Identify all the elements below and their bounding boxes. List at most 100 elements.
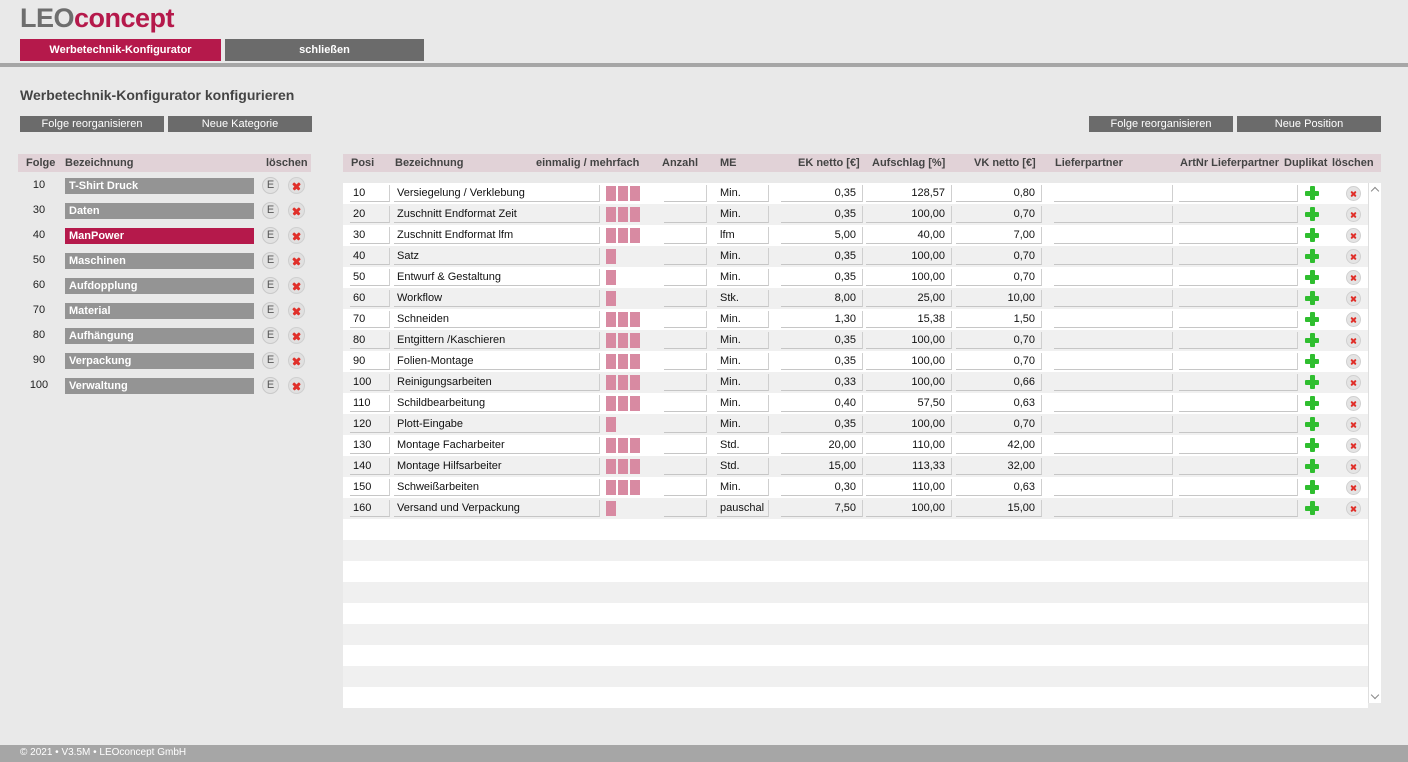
category-name-button[interactable]: Material xyxy=(65,303,254,319)
category-name-button[interactable]: T-Shirt Druck xyxy=(65,178,254,194)
bezeichnung-input[interactable]: Plott-Eingabe xyxy=(394,416,600,433)
delete-x-icon[interactable] xyxy=(1346,438,1361,453)
aufschlag-input[interactable]: 15,38 xyxy=(866,311,952,328)
edit-icon[interactable]: E xyxy=(262,252,279,269)
lieferpartner-input[interactable] xyxy=(1054,227,1173,244)
vk-netto-input[interactable]: 42,00 xyxy=(956,437,1042,454)
posi-input[interactable]: 60 xyxy=(350,290,390,307)
einmalig-mehrfach-marker[interactable] xyxy=(618,354,628,369)
aufschlag-input[interactable]: 100,00 xyxy=(866,206,952,223)
delete-x-icon[interactable] xyxy=(288,202,305,219)
ek-netto-input[interactable]: 0,30 xyxy=(781,479,863,496)
bezeichnung-input[interactable]: Satz xyxy=(394,248,600,265)
aufschlag-input[interactable]: 113,33 xyxy=(866,458,952,475)
vk-netto-input[interactable]: 0,70 xyxy=(956,416,1042,433)
edit-icon[interactable]: E xyxy=(262,227,279,244)
posi-input[interactable]: 90 xyxy=(350,353,390,370)
me-input[interactable]: Std. xyxy=(717,437,769,454)
einmalig-mehrfach-marker[interactable] xyxy=(606,375,616,390)
einmalig-mehrfach-marker[interactable] xyxy=(618,207,628,222)
aufschlag-input[interactable]: 110,00 xyxy=(866,437,952,454)
posi-input[interactable]: 130 xyxy=(350,437,390,454)
einmalig-mehrfach-marker[interactable] xyxy=(618,375,628,390)
edit-icon[interactable]: E xyxy=(262,277,279,294)
aufschlag-input[interactable]: 100,00 xyxy=(866,269,952,286)
einmalig-mehrfach-marker[interactable] xyxy=(606,438,616,453)
delete-x-icon[interactable] xyxy=(1346,333,1361,348)
plus-icon[interactable] xyxy=(1305,207,1319,221)
category-name-button[interactable]: Verpackung xyxy=(65,353,254,369)
einmalig-mehrfach-marker[interactable] xyxy=(618,228,628,243)
posi-input[interactable]: 100 xyxy=(350,374,390,391)
einmalig-mehrfach-marker[interactable] xyxy=(630,207,640,222)
lieferpartner-input[interactable] xyxy=(1054,311,1173,328)
category-name-button[interactable]: Daten xyxy=(65,203,254,219)
anzahl-input[interactable] xyxy=(664,437,707,454)
vk-netto-input[interactable]: 0,66 xyxy=(956,374,1042,391)
einmalig-mehrfach-marker[interactable] xyxy=(606,354,616,369)
einmalig-mehrfach-marker[interactable] xyxy=(618,396,628,411)
ek-netto-input[interactable]: 0,35 xyxy=(781,353,863,370)
ek-netto-input[interactable]: 0,35 xyxy=(781,185,863,202)
vk-netto-input[interactable]: 0,70 xyxy=(956,332,1042,349)
lieferpartner-input[interactable] xyxy=(1054,500,1173,517)
einmalig-mehrfach-marker[interactable] xyxy=(630,333,640,348)
artnr-lieferpartner-input[interactable] xyxy=(1179,353,1298,370)
plus-icon[interactable] xyxy=(1305,270,1319,284)
artnr-lieferpartner-input[interactable] xyxy=(1179,248,1298,265)
einmalig-mehrfach-marker[interactable] xyxy=(630,375,640,390)
vk-netto-input[interactable]: 0,63 xyxy=(956,395,1042,412)
einmalig-mehrfach-marker[interactable] xyxy=(606,417,616,432)
anzahl-input[interactable] xyxy=(664,458,707,475)
plus-icon[interactable] xyxy=(1305,375,1319,389)
einmalig-mehrfach-marker[interactable] xyxy=(606,270,616,285)
posi-input[interactable]: 50 xyxy=(350,269,390,286)
new-position-button[interactable]: Neue Position xyxy=(1237,116,1381,132)
einmalig-mehrfach-marker[interactable] xyxy=(606,186,616,201)
ek-netto-input[interactable]: 0,35 xyxy=(781,269,863,286)
anzahl-input[interactable] xyxy=(664,248,707,265)
category-name-button[interactable]: Maschinen xyxy=(65,253,254,269)
vk-netto-input[interactable]: 0,80 xyxy=(956,185,1042,202)
delete-x-icon[interactable] xyxy=(1346,501,1361,516)
einmalig-mehrfach-marker[interactable] xyxy=(606,459,616,474)
ek-netto-input[interactable]: 0,33 xyxy=(781,374,863,391)
delete-x-icon[interactable] xyxy=(288,277,305,294)
bezeichnung-input[interactable]: Reinigungsarbeiten xyxy=(394,374,600,391)
delete-x-icon[interactable] xyxy=(1346,312,1361,327)
einmalig-mehrfach-marker[interactable] xyxy=(606,249,616,264)
tab-werbetechnik-konfigurator[interactable]: Werbetechnik-Konfigurator xyxy=(20,39,221,61)
einmalig-mehrfach-marker[interactable] xyxy=(618,333,628,348)
plus-icon[interactable] xyxy=(1305,459,1319,473)
left-reorganize-button[interactable]: Folge reorganisieren xyxy=(20,116,164,132)
artnr-lieferpartner-input[interactable] xyxy=(1179,227,1298,244)
einmalig-mehrfach-marker[interactable] xyxy=(618,459,628,474)
ek-netto-input[interactable]: 0,35 xyxy=(781,248,863,265)
aufschlag-input[interactable]: 100,00 xyxy=(866,416,952,433)
vk-netto-input[interactable]: 0,70 xyxy=(956,269,1042,286)
lieferpartner-input[interactable] xyxy=(1054,248,1173,265)
artnr-lieferpartner-input[interactable] xyxy=(1179,269,1298,286)
plus-icon[interactable] xyxy=(1305,438,1319,452)
me-input[interactable]: Min. xyxy=(717,185,769,202)
bezeichnung-input[interactable]: Folien-Montage xyxy=(394,353,600,370)
lieferpartner-input[interactable] xyxy=(1054,290,1173,307)
vk-netto-input[interactable]: 0,70 xyxy=(956,353,1042,370)
edit-icon[interactable]: E xyxy=(262,377,279,394)
aufschlag-input[interactable]: 100,00 xyxy=(866,500,952,517)
artnr-lieferpartner-input[interactable] xyxy=(1179,458,1298,475)
bezeichnung-input[interactable]: Entwurf & Gestaltung xyxy=(394,269,600,286)
artnr-lieferpartner-input[interactable] xyxy=(1179,311,1298,328)
plus-icon[interactable] xyxy=(1305,501,1319,515)
delete-x-icon[interactable] xyxy=(1346,459,1361,474)
delete-x-icon[interactable] xyxy=(1346,249,1361,264)
artnr-lieferpartner-input[interactable] xyxy=(1179,332,1298,349)
aufschlag-input[interactable]: 128,57 xyxy=(866,185,952,202)
artnr-lieferpartner-input[interactable] xyxy=(1179,416,1298,433)
me-input[interactable]: Min. xyxy=(717,479,769,496)
me-input[interactable]: Min. xyxy=(717,206,769,223)
lieferpartner-input[interactable] xyxy=(1054,416,1173,433)
delete-x-icon[interactable] xyxy=(1346,354,1361,369)
bezeichnung-input[interactable]: Schneiden xyxy=(394,311,600,328)
bezeichnung-input[interactable]: Schweißarbeiten xyxy=(394,479,600,496)
